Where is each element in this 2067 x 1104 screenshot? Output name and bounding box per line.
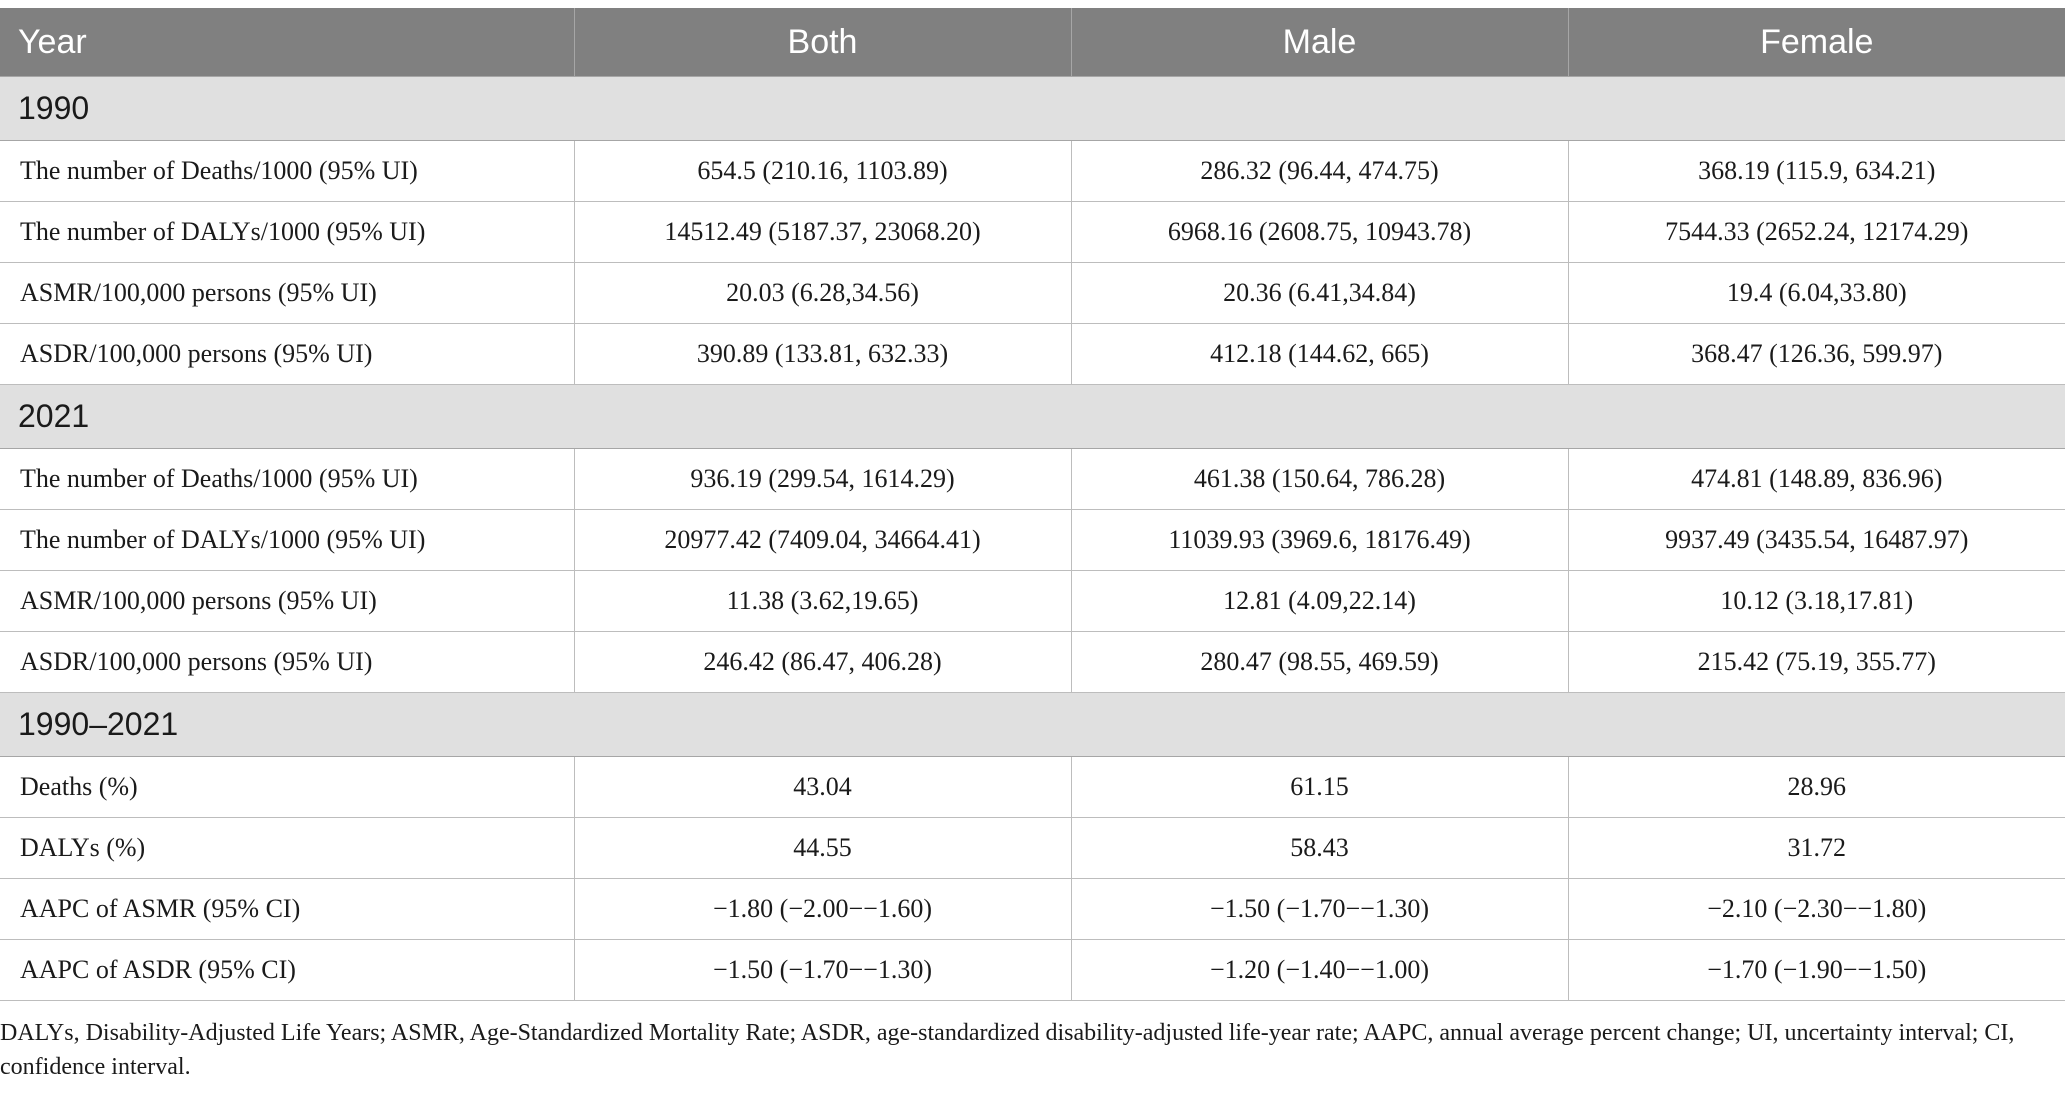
header-year: Year — [0, 8, 575, 77]
row-label: Deaths (%) — [0, 756, 575, 818]
table-row: Deaths (%) 43.04 61.15 28.96 — [0, 756, 2065, 818]
section-label: 1990 — [0, 76, 2065, 141]
table-cell: −1.50 (−1.70−−1.30) — [1071, 878, 1569, 940]
table-cell: 44.55 — [574, 817, 1072, 879]
table-cell: 390.89 (133.81, 632.33) — [574, 323, 1072, 385]
table-cell: 474.81 (148.89, 836.96) — [1568, 448, 2065, 510]
row-label: The number of Deaths/1000 (95% UI) — [0, 448, 575, 510]
row-label: DALYs (%) — [0, 817, 575, 879]
section-row: 2021 — [0, 384, 2065, 449]
table-cell: 9937.49 (3435.54, 16487.97) — [1568, 509, 2065, 571]
table-cell: 14512.49 (5187.37, 23068.20) — [574, 201, 1072, 263]
table-cell: 286.32 (96.44, 474.75) — [1071, 140, 1569, 202]
header-male: Male — [1071, 8, 1569, 77]
table-cell: 20977.42 (7409.04, 34664.41) — [574, 509, 1072, 571]
table-cell: 43.04 — [574, 756, 1072, 818]
table-row: AAPC of ASDR (95% CI) −1.50 (−1.70−−1.30)… — [0, 939, 2065, 1001]
table-cell: 412.18 (144.62, 665) — [1071, 323, 1569, 385]
row-label: ASDR/100,000 persons (95% UI) — [0, 631, 575, 693]
row-label: ASMR/100,000 persons (95% UI) — [0, 262, 575, 324]
table-cell: 368.47 (126.36, 599.97) — [1568, 323, 2065, 385]
table-cell: 20.03 (6.28,34.56) — [574, 262, 1072, 324]
table-cell: 368.19 (115.9, 634.21) — [1568, 140, 2065, 202]
table-cell: 461.38 (150.64, 786.28) — [1071, 448, 1569, 510]
table-cell: 7544.33 (2652.24, 12174.29) — [1568, 201, 2065, 263]
table-cell: 58.43 — [1071, 817, 1569, 879]
table-row: The number of Deaths/1000 (95% UI) 936.19… — [0, 448, 2065, 510]
section-row: 1990–2021 — [0, 692, 2065, 757]
table-cell: 280.47 (98.55, 469.59) — [1071, 631, 1569, 693]
row-label: AAPC of ASMR (95% CI) — [0, 878, 575, 940]
table-cell: 20.36 (6.41,34.84) — [1071, 262, 1569, 324]
table-cell: 31.72 — [1568, 817, 2065, 879]
table-cell: 6968.16 (2608.75, 10943.78) — [1071, 201, 1569, 263]
table-cell: 215.42 (75.19, 355.77) — [1568, 631, 2065, 693]
section-row: 1990 — [0, 76, 2065, 141]
table-cell: 10.12 (3.18,17.81) — [1568, 570, 2065, 632]
row-label: AAPC of ASDR (95% CI) — [0, 939, 575, 1001]
table-cell: −1.80 (−2.00−−1.60) — [574, 878, 1072, 940]
table-footnote: DALYs, Disability-Adjusted Life Years; A… — [0, 1020, 2015, 1080]
data-table: Year Both Male Female 1990 The number of … — [0, 8, 2065, 1001]
table-body: 1990 The number of Deaths/1000 (95% UI) 65… — [0, 76, 2065, 1001]
section-label: 1990–2021 — [0, 692, 2065, 757]
table-row: The number of DALYs/1000 (95% UI) 20977.4… — [0, 509, 2065, 571]
section-label: 2021 — [0, 384, 2065, 449]
table-row: ASDR/100,000 persons (95% UI) 246.42 (86.… — [0, 631, 2065, 693]
table-row: ASDR/100,000 persons (95% UI) 390.89 (133… — [0, 323, 2065, 385]
row-label: ASMR/100,000 persons (95% UI) — [0, 570, 575, 632]
table-row: ASMR/100,000 persons (95% UI) 20.03 (6.28… — [0, 262, 2065, 324]
table-cell: −1.50 (−1.70−−1.30) — [574, 939, 1072, 1001]
table-row: The number of Deaths/1000 (95% UI) 654.5 … — [0, 140, 2065, 202]
header-both: Both — [574, 8, 1072, 77]
table-cell: 246.42 (86.47, 406.28) — [574, 631, 1072, 693]
table-cell: 12.81 (4.09,22.14) — [1071, 570, 1569, 632]
table-header: Year Both Male Female — [0, 8, 2065, 77]
table-row: AAPC of ASMR (95% CI) −1.80 (−2.00−−1.60)… — [0, 878, 2065, 940]
row-label: ASDR/100,000 persons (95% UI) — [0, 323, 575, 385]
row-label: The number of DALYs/1000 (95% UI) — [0, 509, 575, 571]
table-cell: 11039.93 (3969.6, 18176.49) — [1071, 509, 1569, 571]
table-cell: 28.96 — [1568, 756, 2065, 818]
table-cell: 19.4 (6.04,33.80) — [1568, 262, 2065, 324]
table-row: ASMR/100,000 persons (95% UI) 11.38 (3.62… — [0, 570, 2065, 632]
row-label: The number of Deaths/1000 (95% UI) — [0, 140, 575, 202]
table-cell: 11.38 (3.62,19.65) — [574, 570, 1072, 632]
table-cell: 61.15 — [1071, 756, 1569, 818]
table-row: The number of DALYs/1000 (95% UI) 14512.4… — [0, 201, 2065, 263]
header-row: Year Both Male Female — [0, 8, 2065, 77]
table-cell: −2.10 (−2.30−−1.80) — [1568, 878, 2065, 940]
table-row: DALYs (%) 44.55 58.43 31.72 — [0, 817, 2065, 879]
table-cell: 936.19 (299.54, 1614.29) — [574, 448, 1072, 510]
table-container: Year Both Male Female 1990 The number of … — [0, 8, 2065, 1001]
table-cell: −1.20 (−1.40−−1.00) — [1071, 939, 1569, 1001]
table-cell: 654.5 (210.16, 1103.89) — [574, 140, 1072, 202]
header-female: Female — [1568, 8, 2065, 77]
table-cell: −1.70 (−1.90−−1.50) — [1568, 939, 2065, 1001]
row-label: The number of DALYs/1000 (95% UI) — [0, 201, 575, 263]
